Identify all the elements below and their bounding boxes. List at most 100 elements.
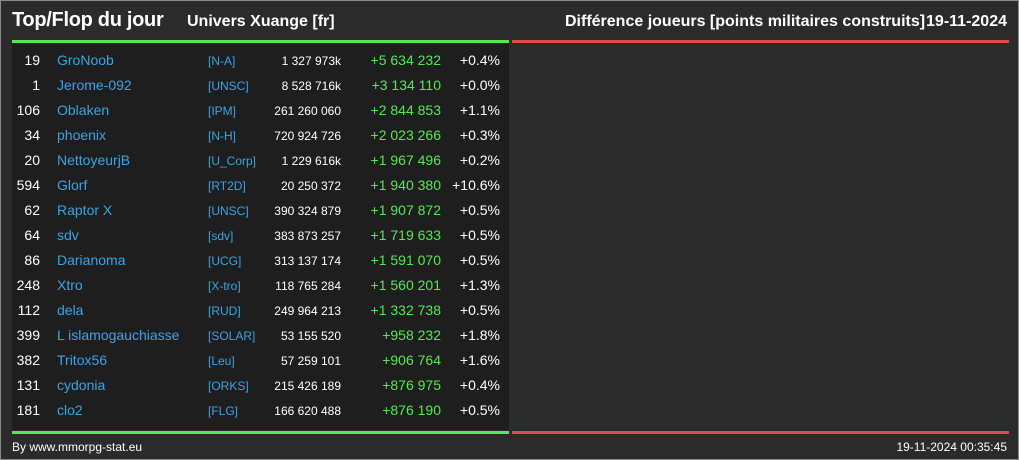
points-difference: +876 190 [382, 402, 441, 418]
percent-change: +1.8% [459, 327, 500, 343]
percent-change: +1.6% [459, 352, 500, 368]
points-difference: +1 591 070 [370, 252, 441, 268]
top-players-panel: 19 GroNoob [N-A] 1 327 973k +5 634 232 +0.4% 1… [12, 44, 509, 430]
alliance-tag-link[interactable]: [SOLAR] [208, 329, 256, 343]
player-name-link[interactable]: Tritox56 [57, 352, 108, 368]
player-points: 390 324 879 [274, 204, 341, 218]
player-rank: 34 [24, 127, 40, 143]
alliance-tag-link[interactable]: [sdv] [208, 229, 234, 243]
player-name-link[interactable]: L islamogauchiasse [57, 327, 180, 343]
alliance-tag-link[interactable]: [UNSC] [208, 79, 249, 93]
points-difference: +1 967 496 [370, 152, 441, 168]
percent-change: +1.1% [459, 102, 500, 118]
points-difference: +1 940 380 [370, 177, 441, 193]
alliance-tag-link[interactable]: [ORKS] [208, 379, 249, 393]
player-rank: 181 [16, 402, 40, 418]
table-row: 106 Oblaken [IPM] 261 260 060 +2 844 853 +1.1… [12, 98, 509, 123]
player-points: 8 528 716k [281, 79, 341, 93]
top-header-bar [12, 40, 509, 43]
player-rank: 19 [24, 52, 40, 68]
player-points: 166 620 488 [274, 404, 341, 418]
player-name-link[interactable]: Oblaken [57, 102, 110, 118]
alliance-tag-link[interactable]: [U_Corp] [208, 154, 257, 168]
player-name-link[interactable]: Raptor X [57, 202, 113, 218]
table-row: 248 Xtro [X-tro] 118 765 284 +1 560 201 +1.3% [12, 273, 509, 298]
alliance-tag-link[interactable]: [UCG] [208, 254, 242, 268]
player-name-link[interactable]: clo2 [57, 402, 83, 418]
player-points: 313 137 174 [274, 254, 341, 268]
percent-change: +0.5% [459, 402, 500, 418]
percent-change: +10.6% [452, 177, 500, 193]
table-row: 19 GroNoob [N-A] 1 327 973k +5 634 232 +0.4% [12, 48, 509, 73]
player-rank: 112 [17, 302, 40, 318]
points-difference: +2 844 853 [370, 102, 441, 118]
player-name-link[interactable]: GroNoob [57, 52, 114, 68]
player-name-link[interactable]: phoenix [57, 127, 107, 143]
player-points: 720 924 726 [274, 129, 341, 143]
player-name-link[interactable]: Xtro [57, 277, 83, 293]
points-difference: +1 332 738 [370, 302, 441, 318]
player-points: 383 873 257 [274, 229, 341, 243]
table-row: 594 Glorf [RT2D] 20 250 372 +1 940 380 +10.6% [12, 173, 509, 198]
percent-change: +0.4% [459, 52, 500, 68]
player-rank: 248 [16, 277, 40, 293]
flop-players-panel [512, 44, 1009, 430]
table-row: 399 L islamogauchiasse [SOLAR] 53 155 520 +9… [12, 323, 509, 348]
player-name-link[interactable]: Darianoma [57, 252, 126, 268]
points-difference: +876 975 [382, 377, 441, 393]
player-name-link[interactable]: NettoyeurjB [57, 152, 131, 168]
alliance-tag-link[interactable]: [RT2D] [208, 179, 246, 193]
player-rank: 62 [24, 202, 40, 218]
player-rank: 382 [16, 352, 40, 368]
player-rank: 20 [24, 152, 40, 168]
table-row: 181 clo2 [FLG] 166 620 488 +876 190 +0.5% [12, 398, 509, 423]
player-rank: 106 [16, 102, 40, 118]
player-points: 249 964 213 [274, 304, 341, 318]
player-name-link[interactable]: Jerome-092 [57, 77, 132, 93]
player-rank: 1 [32, 77, 40, 93]
player-points: 57 259 101 [280, 354, 341, 368]
date-label: 19-11-2024 [926, 13, 1007, 30]
player-rank: 399 [16, 327, 40, 343]
alliance-tag-link[interactable]: [Leu] [208, 354, 235, 368]
page-title: Top/Flop du jour [12, 9, 164, 31]
flop-header-bar [512, 40, 1009, 43]
alliance-tag-link[interactable]: [RUD] [208, 304, 241, 318]
player-points: 20 250 372 [280, 179, 341, 193]
player-points: 118 765 284 [275, 279, 341, 293]
player-name-link[interactable]: sdv [57, 227, 79, 243]
percent-change: +0.0% [459, 77, 500, 93]
alliance-tag-link[interactable]: [UNSC] [208, 204, 249, 218]
metric-label: Différence joueurs [points militaires co… [565, 13, 926, 30]
percent-change: +0.5% [459, 302, 500, 318]
table-row: 1 Jerome-092 [UNSC] 8 528 716k +3 134 110 +0.… [12, 73, 509, 98]
player-name-link[interactable]: Glorf [57, 177, 88, 193]
points-difference: +958 232 [382, 327, 441, 343]
alliance-tag-link[interactable]: [FLG] [208, 404, 239, 418]
percent-change: +0.3% [459, 127, 500, 143]
player-rank: 594 [16, 177, 40, 193]
percent-change: +0.5% [459, 202, 500, 218]
alliance-tag-link[interactable]: [N-H] [208, 129, 236, 143]
alliance-tag-link[interactable]: [X-tro] [208, 279, 241, 293]
player-name-link[interactable]: dela [57, 302, 84, 318]
player-rank: 86 [24, 252, 40, 268]
table-row: 86 Darianoma [UCG] 313 137 174 +1 591 070 +0.… [12, 248, 509, 273]
table-row: 20 NettoyeurjB [U_Corp] 1 229 616k +1 967 49… [12, 148, 509, 173]
percent-change: +0.4% [459, 377, 500, 393]
points-difference: +3 134 110 [371, 77, 441, 93]
player-name-link[interactable]: cydonia [57, 377, 106, 393]
percent-change: +1.3% [459, 277, 500, 293]
points-difference: +5 634 232 [370, 52, 441, 68]
alliance-tag-link[interactable]: [IPM] [208, 104, 237, 118]
credit-text: By www.mmorpg-stat.eu [12, 440, 143, 454]
table-row: 131 cydonia [ORKS] 215 426 189 +876 975 +0.4% [12, 373, 509, 398]
table-row: 62 Raptor X [UNSC] 390 324 879 +1 907 872 +0.… [12, 198, 509, 223]
table-row: 64 sdv [sdv] 383 873 257 +1 719 633 +0.5% [12, 223, 509, 248]
player-points: 215 426 189 [274, 379, 341, 393]
alliance-tag-link[interactable]: [N-A] [208, 54, 236, 68]
table-row: 34 phoenix [N-H] 720 924 726 +2 023 266 +0.3% [12, 123, 509, 148]
flop-footer-bar [512, 431, 1009, 434]
timestamp-text: 19-11-2024 00:35:45 [896, 440, 1007, 454]
